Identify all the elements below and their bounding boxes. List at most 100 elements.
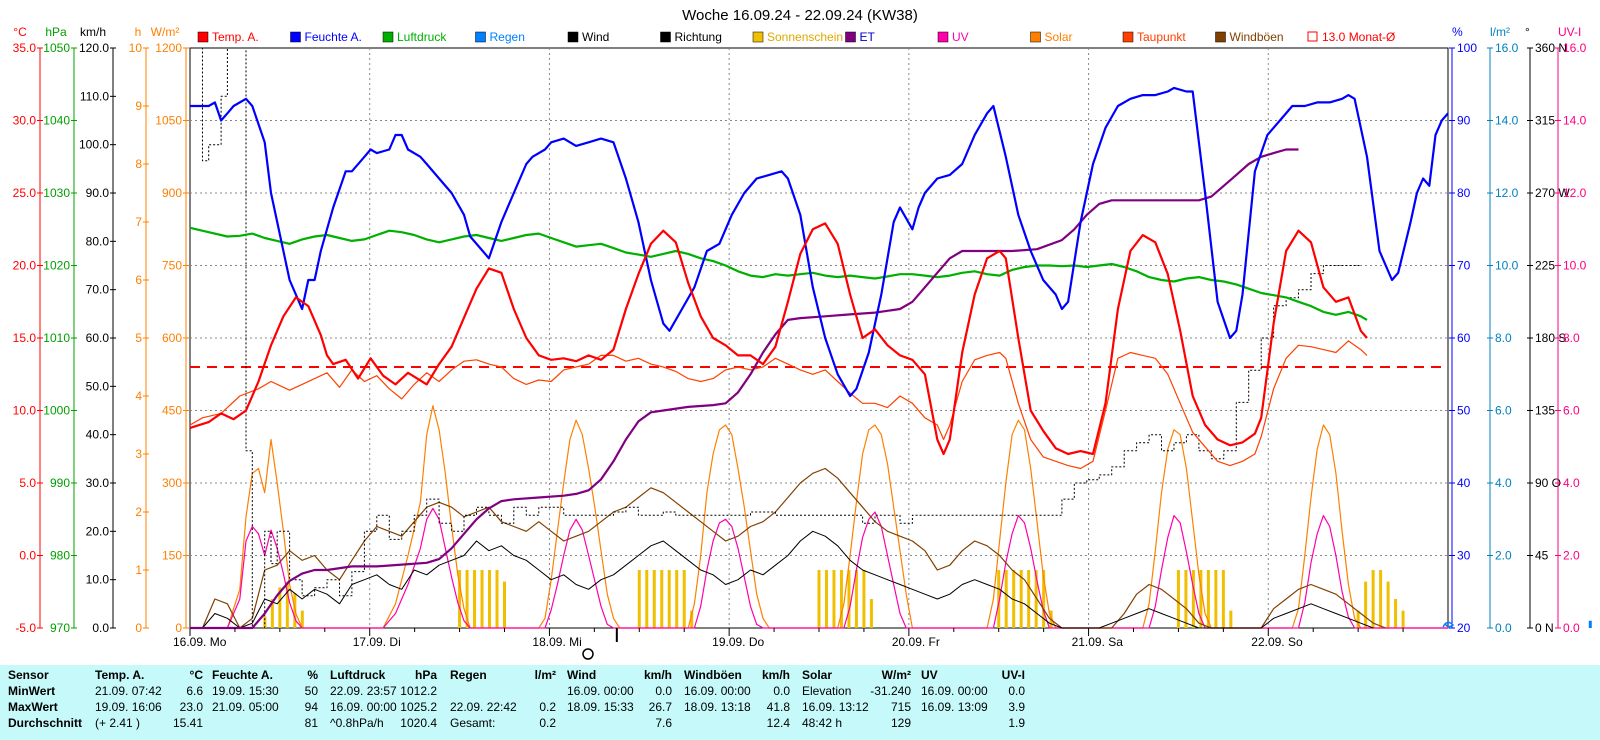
legend-swatch [1030,31,1041,43]
stats-cell-value: 15.41 [172,716,203,730]
stats-cell-time: 16.09. 00:00 [921,684,988,698]
stats-header-unit: hPa [414,668,437,682]
stats-cell-value: 715 [890,700,911,714]
stats-cell-time: 21.09. 07:42 [95,684,162,698]
temp-tick-label: -5.0 [15,621,36,635]
solar-tick-label: 600 [162,331,182,345]
legend-label: Wind [582,30,609,44]
temp-tick-label: 30.0 [13,114,37,128]
stats-cell-value: 7.6 [655,716,672,730]
sunshine-tick-label: 0 [135,621,142,635]
stats-header: Temp. A. [95,668,145,682]
sunshine-bar [667,570,671,628]
uv-tick-label: 8.0 [1563,331,1580,345]
sunshine-bar [1379,570,1383,628]
stats-cell-time: (+ 2.41 ) [95,716,141,730]
sunshine-bar [1229,610,1233,628]
pressure-tick-label: 980 [50,549,70,563]
humidity-tick-label: 60 [1457,331,1471,345]
wind-direction-icon [1442,621,1455,628]
legend-label: 13.0 Monat-Ø [1322,30,1395,44]
pressure-tick-label: 1000 [43,404,70,418]
stats-cell-value: 0.2 [539,700,556,714]
weather-chart: Woche 16.09.24 - 22.09.24 (KW38) Temp. A… [12,7,1592,660]
stats-cell-time: 16.09. 13:12 [802,700,869,714]
stats-header: Regen [450,668,487,682]
stats-cell-value: 0.0 [773,684,790,698]
rain-tick-label: 14.0 [1495,114,1519,128]
humidity-tick-label: 50 [1457,404,1471,418]
stats-cell-value: 26.7 [648,700,672,714]
solar-tick-label: 1050 [155,114,182,128]
humidity-line [190,86,1449,398]
sunshine-bar [817,570,821,628]
humidity-tick-label: 20 [1457,621,1471,635]
day-labels: 16.09. Mo 17.09. Di 18.09. Mi 19.09. Do 20.0… [173,635,1303,649]
solar-tick-label: 0 [175,621,182,635]
stats-header-unit: W/m² [881,668,911,682]
sunshine-bar [488,570,492,628]
sunshine-bar [652,570,656,628]
stats-cell-time: 48:42 h [802,716,843,730]
wind-line [190,530,1374,629]
legend-swatch [752,31,764,43]
stats-cell-value: 41.8 [766,700,790,714]
wind-tick-label: 0.0 [92,621,109,635]
stats-cell-time: 18.09. 15:33 [567,700,634,714]
day-label: 17.09. Di [353,635,401,649]
stats-cell-time: 16.09. 00:00 [567,684,634,698]
legend-label: Luftdruck [397,30,447,44]
legend-swatch [197,31,209,43]
sunshine-bar [645,570,649,628]
rain-tick-label: 16.0 [1495,41,1519,55]
direction-tick-label: 180 S [1535,331,1566,345]
stats-cell-value: 12.4 [766,716,790,730]
stats-cell-time: Gesamt: [450,716,496,730]
direction-tick-label: 45 [1535,549,1549,563]
legend-label: ET [860,30,876,44]
sunshine-bar [682,570,686,628]
humidity-tick-label: 70 [1457,259,1471,273]
rain-tick-label: 4.0 [1495,476,1512,490]
sunshine-bar [1206,570,1210,628]
stats-cell-time: 16.09. 00:00 [330,700,397,714]
solar-tick-label: 750 [162,259,182,273]
sunshine-bar [1221,570,1225,628]
temp-tick-label: 15.0 [13,331,37,345]
sunshine-bar [1401,610,1405,628]
pressure-tick-label: 1030 [43,186,70,200]
legend-label: Sonnenschein [767,30,843,44]
gust-line [190,467,1386,629]
stats-cell-time: 16.09. 00:00 [684,684,751,698]
rain-bar [1588,620,1592,628]
stats-cell-value: 23.0 [179,700,203,714]
sunshine-bar [1034,570,1038,628]
direction-tick-label: 0 N [1535,621,1554,635]
humidity-tick-label: 80 [1457,186,1471,200]
rain-tick-label: 6.0 [1495,404,1512,418]
stats-cell-value: 1020.4 [400,716,437,730]
sunshine-bar [503,581,506,628]
legend-label: Windböen [1230,30,1284,44]
stats-header-unit: km/h [643,668,672,682]
sunshine-bar [263,616,267,628]
wind-tick-label: 40.0 [86,428,110,442]
wind-tick-label: 70.0 [86,283,110,297]
rain-axis-unit: l/m² [1490,25,1510,39]
wind-tick-label: 120.0 [79,41,109,55]
temp-tick-label: 20.0 [13,259,37,273]
sunshine-bar [675,570,679,628]
sunshine-tick-label: 4 [135,389,142,403]
wind-tick-label: 100.0 [79,138,109,152]
sunshine-bar [1019,570,1023,628]
stats-header-unit: UV-I [1001,668,1025,682]
stats-cell-value: 94 [304,700,318,714]
stats-cell-time: Elevation [802,684,852,698]
sunshine-bar [465,570,469,628]
direction-axis-unit: ° [1525,25,1530,39]
sunshine-bar [1199,570,1203,628]
uv-tick-label: 10.0 [1563,259,1587,273]
uv-tick-label: 0.0 [1563,621,1580,635]
stats-cell-value: 1025.2 [400,700,437,714]
legend-label: Temp. A. [212,30,259,44]
